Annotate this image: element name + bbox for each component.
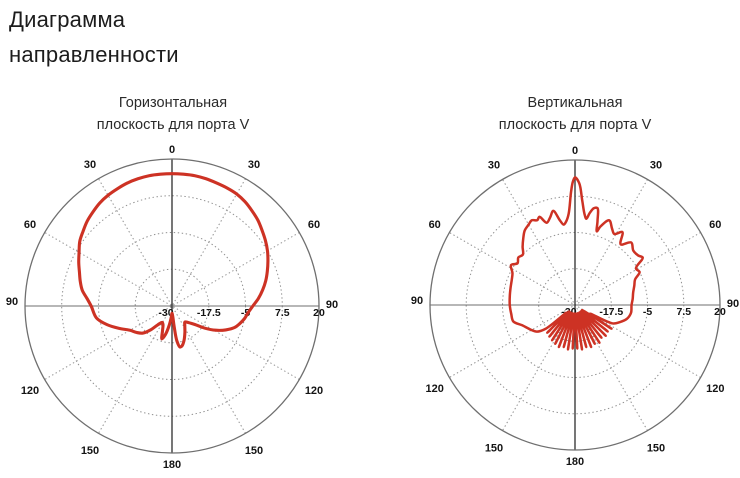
- vertical-chart-title: Вертикальная плоскость для порта V: [403, 92, 740, 136]
- horizontal-chart-title-line1: Горизонтальная: [118, 95, 228, 111]
- angle-tick-label: 180: [566, 456, 584, 468]
- angle-tick-label: 90: [326, 299, 338, 311]
- radial-tick-label: -17.5: [197, 307, 221, 319]
- radial-tick-label: 20: [313, 307, 325, 319]
- radial-tick-label: 7.5: [676, 306, 691, 318]
- radiation-pattern-curve: [508, 176, 644, 351]
- angle-tick-label: 0: [572, 145, 578, 157]
- outer-circle: [24, 158, 320, 454]
- page-title-line1: Диаграмма: [9, 7, 126, 32]
- radiation-pattern-curve: [77, 172, 270, 349]
- radial-tick-label: -5: [643, 306, 652, 318]
- radial-tick-label: -5: [241, 307, 250, 319]
- angle-tick-label: 90: [6, 296, 18, 308]
- horizontal-chart-title-line2: плоскость для порта V: [96, 117, 250, 133]
- angle-tick-label: 180: [163, 459, 181, 471]
- angle-tick-label: 30: [488, 160, 500, 172]
- page-title: Диаграмма направленности: [9, 2, 179, 72]
- angle-tick-label: 150: [485, 442, 503, 454]
- vertical-chart-title-line2: плоскость для порта V: [498, 117, 652, 133]
- grid-spoke: [44, 232, 300, 380]
- angle-tick-label: 120: [706, 383, 724, 395]
- radial-tick-label: 7.5: [275, 307, 290, 319]
- angle-tick-label: 30: [248, 159, 260, 171]
- radial-tick-label: 20: [714, 306, 726, 318]
- angle-tick-label: 120: [305, 385, 323, 397]
- angle-tick-label: 60: [709, 219, 721, 231]
- angle-tick-label: 30: [84, 159, 96, 171]
- angle-tick-label: 120: [426, 383, 444, 395]
- grid-spoke: [98, 178, 246, 434]
- grid-spoke: [98, 178, 246, 434]
- angle-tick-label: 120: [21, 385, 39, 397]
- grid-spoke: [44, 232, 300, 380]
- angle-tick-label: 90: [727, 298, 739, 310]
- page-title-line2: направленности: [9, 42, 179, 67]
- angle-tick-label: 30: [650, 160, 662, 172]
- angle-tick-label: 60: [308, 219, 320, 231]
- horizontal-chart-title: Горизонтальная плоскость для порта V: [0, 92, 346, 136]
- outer-circle: [429, 159, 721, 451]
- angle-tick-label: 150: [81, 445, 99, 457]
- angle-tick-label: 90: [411, 295, 423, 307]
- angle-tick-label: 0: [169, 144, 175, 156]
- angle-tick-label: 60: [24, 219, 36, 231]
- vertical-chart-title-line1: Вертикальная: [527, 95, 623, 111]
- angle-tick-label: 60: [429, 219, 441, 231]
- radial-tick-label: -17.5: [599, 306, 623, 318]
- angle-tick-label: 150: [647, 442, 665, 454]
- angle-tick-label: 150: [245, 445, 263, 457]
